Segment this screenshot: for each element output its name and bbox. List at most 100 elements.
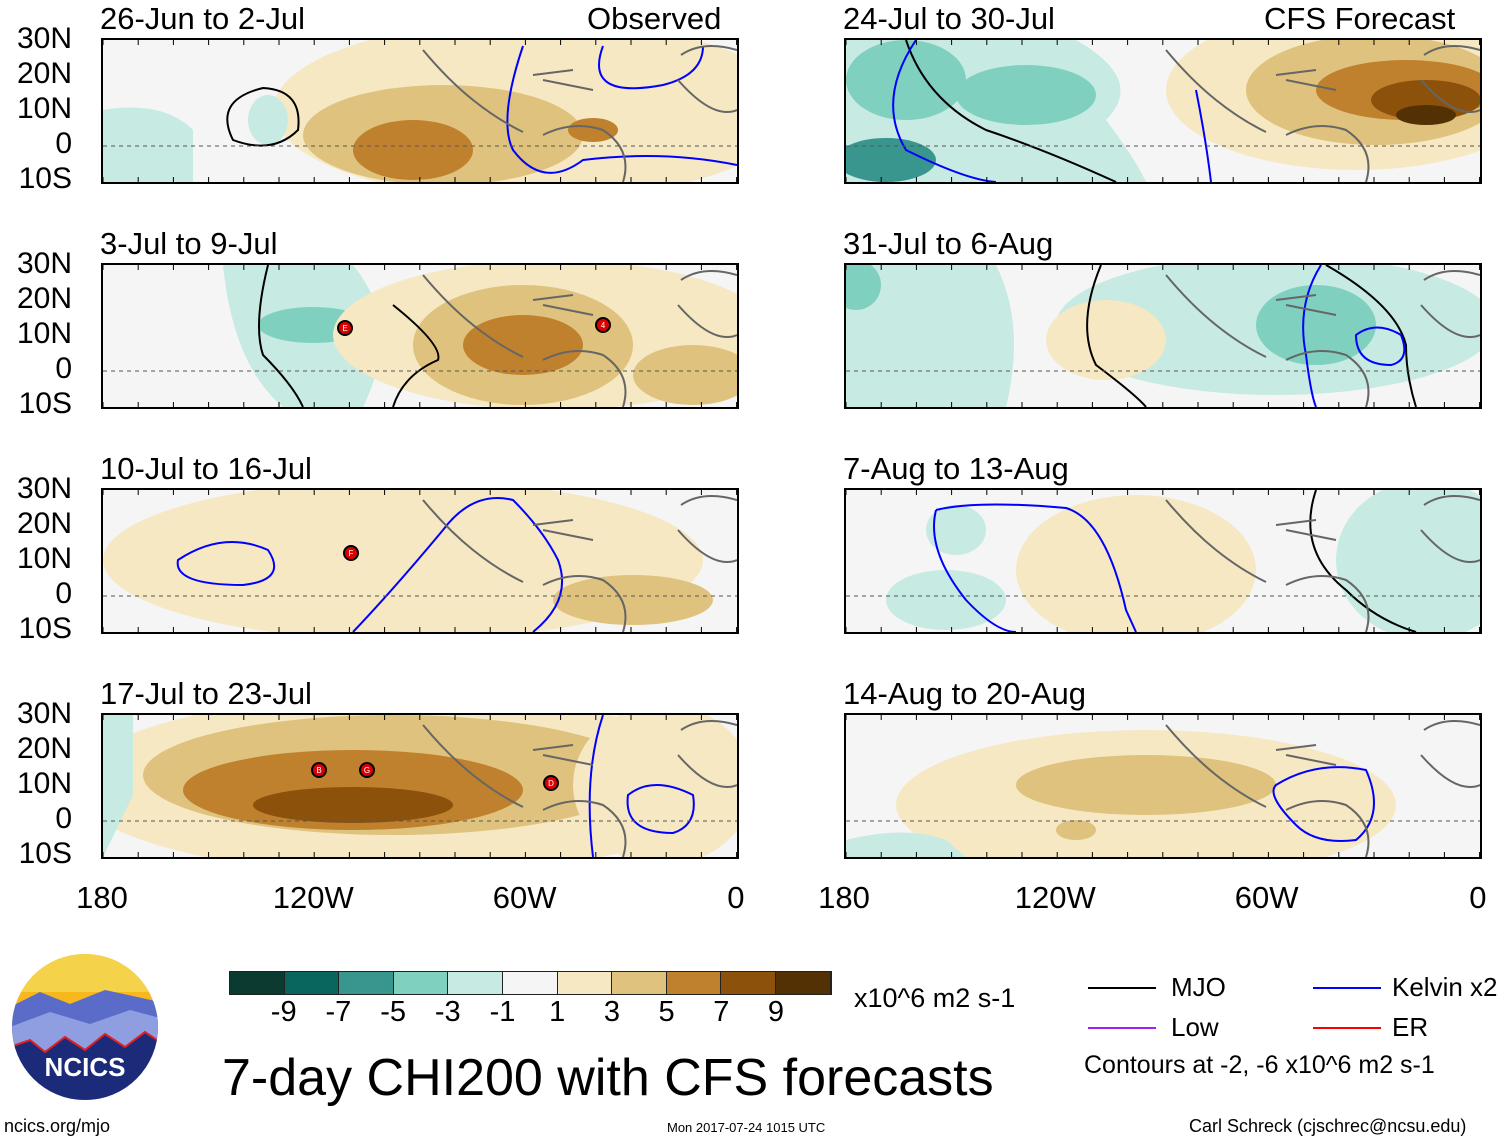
latitude-label: 30N [16, 697, 72, 730]
svg-text:F: F [349, 549, 354, 558]
svg-text:4: 4 [601, 321, 606, 330]
colorbar-tick-label: 9 [767, 996, 785, 1028]
coastline [422, 45, 737, 182]
left-map-panel: F [101, 488, 739, 634]
footer-author: Carl Schreck (cjschrec@ncsu.edu) [1189, 1116, 1467, 1136]
logo-text: NCICS [45, 1052, 126, 1082]
latitude-label: 10N [16, 542, 72, 575]
latitude-label: 10S [18, 837, 72, 870]
latitude-label: 10S [18, 387, 72, 420]
colorbar-tick-label: -1 [489, 996, 516, 1028]
coastline [1165, 45, 1480, 182]
latitude-label: 20N [16, 57, 72, 90]
colorbar-swatch [284, 972, 340, 994]
panel-title: 14-Aug to 20-Aug [843, 676, 1087, 711]
colorbar-tick-label: -9 [270, 996, 297, 1028]
coastline [422, 720, 737, 857]
svg-text:G: G [364, 766, 370, 775]
longitude-label: 0 [1469, 880, 1487, 915]
colorbar-swatch [557, 972, 613, 994]
coastline [1165, 495, 1480, 632]
latitude-label: 0 [55, 802, 72, 835]
right-map-panel [844, 488, 1482, 634]
contours-note: Contours at -2, -6 x10^6 m2 s-1 [1084, 1051, 1435, 1079]
colorbar-swatch [721, 972, 776, 994]
colorbar-swatch [393, 972, 449, 994]
footer-timestamp: Mon 2017-07-24 1015 UTC [667, 1120, 826, 1135]
mjo-legend-label: MJO [1171, 972, 1226, 1002]
latitude-label: 10N [16, 767, 72, 800]
colorbar-units: x10^6 m2 s-1 [854, 983, 1016, 1013]
figure-title: 7-day CHI200 with CFS forecasts [222, 1049, 994, 1107]
latitude-label: 20N [16, 282, 72, 315]
er-legend-label: ER [1392, 1012, 1429, 1042]
panel-title: 26-Jun to 2-Jul [100, 1, 306, 36]
coastline [1165, 270, 1480, 407]
tropical-cyclone-icon: E [337, 320, 353, 336]
colorbar-swatch [339, 972, 394, 994]
low-legend-line [1088, 1027, 1156, 1029]
tropical-cyclone-icon: B [311, 762, 327, 778]
latitude-label: 10N [16, 92, 72, 125]
longitude-label: 0 [727, 880, 745, 915]
kelvin-legend-label: Kelvin x2 [1392, 972, 1498, 1002]
kelvin-legend-line [1313, 987, 1381, 989]
observed-label: Observed [587, 1, 722, 36]
colorbar-tick-label: -7 [325, 996, 352, 1028]
colorbar-swatch [230, 972, 285, 994]
svg-text:E: E [342, 324, 347, 333]
colorbar-tick-label: -5 [380, 996, 406, 1028]
left-map-panel: B G D [101, 713, 739, 859]
longitude-label: 60W [492, 880, 557, 915]
coastline [422, 495, 737, 632]
coastline [422, 270, 737, 407]
panel-title: 31-Jul to 6-Aug [843, 226, 1054, 261]
latitude-label: 0 [55, 352, 72, 385]
panel-title: 7-Aug to 13-Aug [843, 451, 1069, 486]
colorbar-swatch [666, 972, 722, 994]
colorbar-tick-label: 7 [713, 996, 730, 1028]
forecast-label: CFS Forecast [1264, 1, 1456, 36]
latitude-label: 30N [16, 472, 72, 505]
footer-url[interactable]: ncics.org/mjo [4, 1116, 111, 1136]
svg-text:B: B [316, 766, 321, 775]
latitude-label: 20N [16, 507, 72, 540]
colorbar-swatch [775, 972, 831, 994]
colorbar-tick-label: 5 [658, 996, 675, 1028]
latitude-label: 10S [18, 162, 72, 195]
colorbar-tick-label: 3 [603, 996, 620, 1028]
colorbar-tick-label: 1 [549, 996, 566, 1028]
panel-title: 3-Jul to 9-Jul [100, 226, 278, 261]
colorbar-swatch [612, 972, 667, 994]
mjo-legend-line [1088, 987, 1156, 989]
tropical-cyclone-icon: D [543, 775, 559, 791]
colorbar [229, 971, 832, 995]
latitude-label: 20N [16, 732, 72, 765]
coastline [1165, 720, 1480, 857]
panel-title: 10-Jul to 16-Jul [100, 451, 312, 486]
latitude-label: 10S [18, 612, 72, 645]
svg-text:D: D [548, 779, 554, 788]
ncics-logo: NCICS [12, 954, 158, 1100]
tropical-cyclone-icon: G [359, 762, 375, 778]
longitude-label: 120W [1014, 880, 1096, 915]
tropical-cyclone-icon: F [343, 545, 359, 561]
right-map-panel [844, 38, 1482, 184]
colorbar-tick-label: -3 [434, 996, 461, 1028]
low-legend-label: Low [1171, 1012, 1219, 1042]
colorbar-swatch [502, 972, 558, 994]
latitude-label: 10N [16, 317, 72, 350]
longitude-label: 120W [272, 880, 354, 915]
tropical-cyclone-icon: 4 [595, 317, 611, 333]
colorbar-swatch [448, 972, 503, 994]
right-map-panel [844, 263, 1482, 409]
left-map-panel [101, 38, 739, 184]
er-legend-line [1313, 1027, 1381, 1029]
right-map-panel [844, 713, 1482, 859]
panel-title: 17-Jul to 23-Jul [100, 676, 312, 711]
latitude-label: 0 [55, 127, 72, 160]
longitude-label: 180 [76, 880, 128, 915]
latitude-label: 30N [16, 22, 72, 55]
